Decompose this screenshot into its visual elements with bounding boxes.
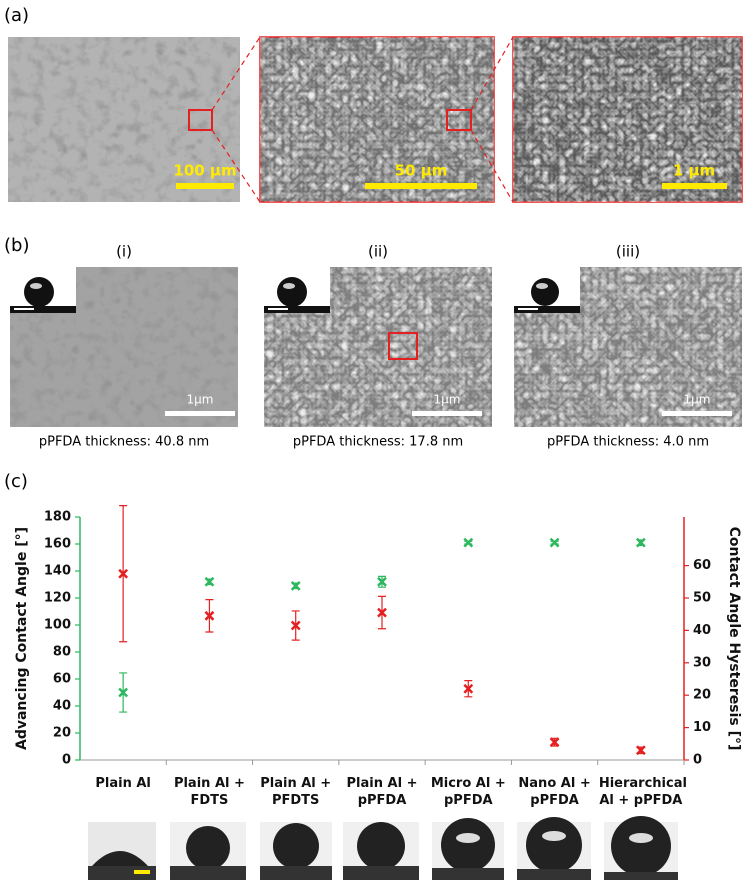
x-tick-label: Nano Al + pPFDA bbox=[518, 776, 591, 808]
y2-tick-label: 10 bbox=[693, 720, 711, 735]
zoom-box bbox=[188, 109, 213, 131]
x-tick-label: Micro Al + pPFDA bbox=[430, 776, 506, 808]
y2-tick-label: 0 bbox=[693, 753, 702, 768]
marker bbox=[463, 537, 474, 548]
scale-bar bbox=[176, 183, 234, 189]
y-tick-label: 140 bbox=[44, 564, 71, 579]
marker bbox=[635, 537, 646, 548]
y2-tick-label: 60 bbox=[693, 558, 711, 573]
y2-axis-label: Contact Angle Hysteresis [°] bbox=[726, 527, 742, 751]
image-label: (ii) bbox=[368, 243, 388, 261]
image-label: (iii) bbox=[616, 243, 640, 261]
y2-tick-label: 20 bbox=[693, 688, 711, 703]
scale-label: 1µm bbox=[187, 393, 214, 407]
marker bbox=[118, 568, 129, 579]
x-tick-label: Plain Al + PFDTS bbox=[260, 776, 332, 808]
y-tick-label: 180 bbox=[44, 510, 71, 525]
scale-label: 1 µm bbox=[673, 162, 715, 180]
scale-bar bbox=[365, 183, 477, 189]
panel-label: (a) bbox=[4, 5, 29, 26]
y-tick-label: 20 bbox=[53, 726, 71, 741]
marker bbox=[204, 610, 215, 621]
sem-texture bbox=[8, 37, 240, 202]
scale-bar bbox=[662, 183, 727, 189]
x-tick-label: Plain Al bbox=[95, 776, 151, 791]
y-tick-label: 100 bbox=[44, 618, 71, 633]
y-axis-label: Advancing Contact Angle [°] bbox=[14, 527, 30, 750]
image-label: (i) bbox=[116, 243, 132, 261]
droplet-photos bbox=[88, 816, 678, 880]
marker bbox=[290, 580, 301, 591]
panel-label: (c) bbox=[4, 471, 28, 492]
marker bbox=[377, 607, 387, 618]
droplet-insets bbox=[10, 267, 580, 313]
sem-texture bbox=[513, 37, 742, 202]
scale-label: 100 µm bbox=[173, 162, 236, 180]
marker bbox=[549, 537, 560, 548]
y-tick-label: 120 bbox=[44, 591, 71, 606]
scale-bar bbox=[165, 411, 235, 416]
y2-tick-label: 50 bbox=[693, 591, 711, 606]
zoom-lines bbox=[211, 36, 514, 203]
marker bbox=[204, 576, 215, 587]
scale-label: 1µm bbox=[684, 393, 711, 407]
y-tick-label: 40 bbox=[53, 699, 71, 714]
caption: pPFDA thickness: 4.0 nm bbox=[547, 435, 709, 450]
marker bbox=[635, 745, 646, 756]
marker bbox=[118, 687, 129, 698]
marker bbox=[463, 683, 474, 694]
y2-tick-label: 40 bbox=[693, 623, 711, 638]
y-tick-label: 60 bbox=[53, 672, 71, 687]
sem-texture bbox=[260, 37, 494, 202]
x-tick-label: Hierarchical Al + pPFDA bbox=[598, 776, 687, 808]
marker bbox=[549, 737, 560, 748]
caption: pPFDA thickness: 40.8 nm bbox=[39, 435, 209, 450]
panel-b bbox=[10, 267, 742, 427]
scale-label: 1µm bbox=[434, 393, 461, 407]
panel-label: (b) bbox=[4, 235, 29, 256]
y2-tick-label: 30 bbox=[693, 655, 711, 670]
zoom-box bbox=[446, 109, 472, 131]
scale-label: 50 µm bbox=[395, 162, 448, 180]
x-tick-label: Plain Al + FDTS bbox=[173, 776, 245, 808]
caption: pPFDA thickness: 17.8 nm bbox=[293, 435, 463, 450]
panel-a bbox=[8, 36, 743, 203]
zoom-box bbox=[388, 332, 418, 360]
scale-bar bbox=[662, 411, 732, 416]
scale-bar bbox=[412, 411, 482, 416]
marker bbox=[290, 620, 301, 631]
marker bbox=[377, 576, 387, 587]
y-tick-label: 80 bbox=[53, 645, 71, 660]
y-tick-label: 160 bbox=[44, 537, 71, 552]
y-tick-label: 0 bbox=[62, 753, 71, 768]
x-tick-label: Plain Al + pPFDA bbox=[346, 776, 418, 808]
